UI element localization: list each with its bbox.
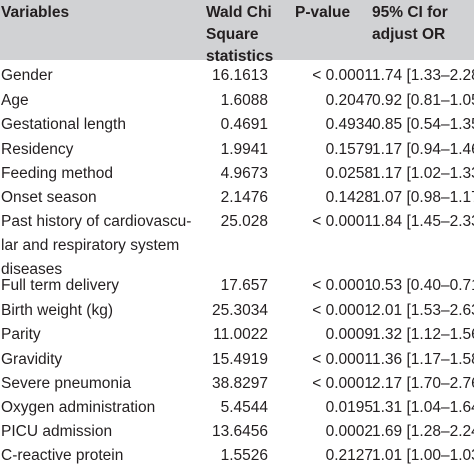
row-ci: 1.84 [1.45–2.33] xyxy=(372,213,474,230)
row-variable: Feeding method xyxy=(1,165,114,182)
row-ci: 1.69 [1.28–2.24] xyxy=(372,423,474,440)
row-variable: Gender xyxy=(1,67,53,84)
header-wald-line1: Wald Chi xyxy=(206,4,272,21)
row-variable: Parity xyxy=(1,326,41,343)
row-p-value: < 0.0001 xyxy=(312,302,373,319)
row-wald: 25.3034 xyxy=(211,302,268,319)
row-wald: 2.1476 xyxy=(220,189,268,206)
header-ci: 95% CI for adjust OR xyxy=(372,2,448,46)
row-variable: Gravidity xyxy=(1,351,63,368)
row-ci: 2.17 [1.70–2.76] xyxy=(372,375,474,392)
header-ci-line1: 95% CI for xyxy=(372,4,448,21)
header-wald: Wald Chi Square statistics xyxy=(206,2,273,68)
row-variable: Gestational length xyxy=(1,116,126,133)
row-ci: 1.17 [0.94–1.46] xyxy=(372,141,474,158)
row-ci: 1.17 [1.02–1.33] xyxy=(372,165,474,182)
row-variable: Age xyxy=(1,92,29,109)
row-p-value: 0.2127 xyxy=(325,447,373,464)
row-ci: 1.07 [0.98–1.17] xyxy=(372,189,474,206)
row-variable: Residency xyxy=(1,141,74,158)
header-ci-line2: adjust OR xyxy=(372,26,446,43)
row-p-value: < 0.0001 xyxy=(312,67,373,84)
row-wald: 25.028 xyxy=(220,213,268,230)
row-wald: 11.0022 xyxy=(213,326,268,343)
row-p-value: < 0.0001 xyxy=(312,375,373,392)
row-wald: 0.4691 xyxy=(220,116,268,133)
row-ci: 2.01 [1.53–2.63] xyxy=(372,302,474,319)
row-variable-line1: Past history of cardiovascu- xyxy=(1,213,192,230)
row-p-value: 0.4934 xyxy=(325,116,373,133)
row-p-value: 0.0009 xyxy=(325,326,373,343)
row-p-value: < 0.0001 xyxy=(312,351,373,368)
row-wald: 15.4919 xyxy=(211,351,268,368)
row-variable: PICU admission xyxy=(1,423,113,440)
row-variable: Severe pneumonia xyxy=(1,375,132,392)
header-variables: Variables xyxy=(1,4,70,21)
row-variable-line3: diseases xyxy=(1,261,63,278)
row-ci: 1.32 [1.12–1.56] xyxy=(372,326,474,343)
row-wald: 17.657 xyxy=(220,277,268,294)
row-ci: 0.92 [0.81–1.05] xyxy=(372,92,474,109)
row-wald: 5.4544 xyxy=(220,399,268,416)
row-ci: 1.36 [1.17–1.58] xyxy=(372,351,474,368)
row-wald: 16.1613 xyxy=(211,67,268,84)
row-p-value: 0.0258 xyxy=(325,165,373,182)
row-variable-line2: lar and respiratory system xyxy=(1,237,180,254)
header-wald-line2: Square xyxy=(206,26,259,43)
row-p-value: 0.0002 xyxy=(325,423,373,440)
row-ci: 1.74 [1.33–2.28] xyxy=(372,67,474,84)
row-wald: 13.6456 xyxy=(211,423,268,440)
row-ci: 0.85 [0.54–1.35] xyxy=(372,116,474,133)
row-ci: 0.53 [0.40–0.71] xyxy=(372,277,474,294)
header-wald-line3: statistics xyxy=(206,48,274,65)
row-p-value: 0.2047 xyxy=(325,92,373,109)
row-wald: 1.6088 xyxy=(220,92,268,109)
row-p-value: 0.1428 xyxy=(325,189,373,206)
row-p-value: < 0.0001 xyxy=(312,213,373,230)
row-p-value: 0.1579 xyxy=(325,141,373,158)
row-wald: 38.8297 xyxy=(211,375,268,392)
row-wald: 4.9673 xyxy=(220,165,268,182)
row-variable: Full term delivery xyxy=(1,277,119,294)
row-ci: 1.01 [1.00–1.03] xyxy=(372,447,474,464)
row-variable: Birth weight (kg) xyxy=(1,302,113,319)
header-p-value: P-value xyxy=(295,4,351,21)
row-variable: Oxygen administration xyxy=(1,399,156,416)
row-ci: 1.31 [1.04–1.64] xyxy=(372,399,474,416)
table-header: Variables Wald Chi Square statistics P-v… xyxy=(0,0,474,65)
row-variable: C-reactive protein xyxy=(1,447,124,464)
row-wald: 1.9941 xyxy=(220,141,268,158)
row-p-value: < 0.0001 xyxy=(312,277,373,294)
row-wald: 1.5526 xyxy=(220,447,268,464)
row-p-value: 0.0195 xyxy=(325,399,373,416)
row-variable: Onset season xyxy=(1,189,97,206)
